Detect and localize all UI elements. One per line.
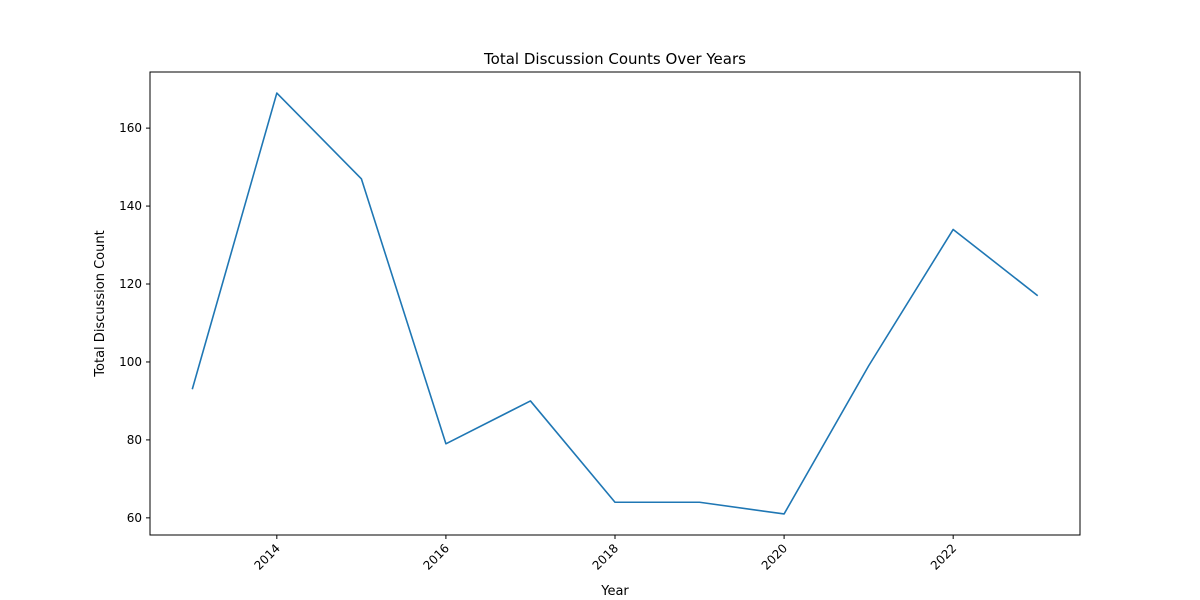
- x-tick-label: 2020: [759, 541, 790, 572]
- series-layer: [191, 92, 1039, 515]
- y-axis: 60 80 100 120 140 160: [119, 121, 150, 525]
- y-tick-label: 60: [127, 511, 142, 525]
- series-line: [191, 92, 1039, 515]
- x-axis-label: Year: [600, 584, 629, 599]
- y-tick-label: 80: [127, 433, 142, 447]
- y-tick-label: 100: [119, 355, 142, 369]
- x-tick-label: 2014: [251, 541, 282, 572]
- x-tick-label: 2016: [421, 541, 452, 572]
- y-tick-label: 160: [119, 121, 142, 135]
- x-tick-label: 2018: [590, 541, 621, 572]
- y-tick-label: 140: [119, 199, 142, 213]
- x-axis: 2014 2016 2018 2020 2022: [251, 535, 959, 573]
- chart-title: Total Discussion Counts Over Years: [483, 50, 746, 68]
- plot-frame: [149, 71, 1081, 536]
- x-tick-label: 2022: [928, 541, 959, 572]
- y-tick-label: 120: [119, 277, 142, 291]
- y-axis-label: Total Discussion Count: [93, 230, 108, 377]
